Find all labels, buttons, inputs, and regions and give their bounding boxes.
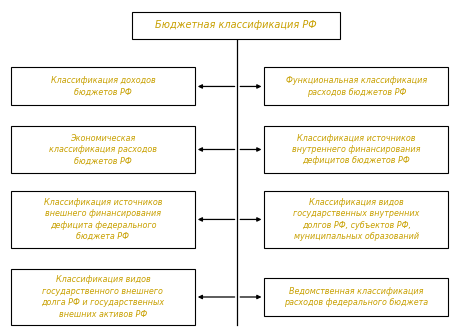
FancyBboxPatch shape: [11, 269, 195, 325]
FancyBboxPatch shape: [11, 125, 195, 174]
Text: Классификация источников
внутреннего финансирования
дефицитов бюджетов РФ: Классификация источников внутреннего фин…: [292, 134, 421, 165]
Text: Бюджетная классификация РФ: Бюджетная классификация РФ: [155, 20, 317, 30]
FancyBboxPatch shape: [132, 12, 340, 39]
Text: Ведомственная классификация
расходов федерального бюджета: Ведомственная классификация расходов фед…: [284, 287, 429, 307]
Text: Классификация видов
государственного внешнего
долга РФ и государственных
внешних: Классификация видов государственного вне…: [42, 275, 164, 319]
Text: Классификация видов
государственных внутренних
долгов РФ, субъектов РФ,
муниципа: Классификация видов государственных внут…: [293, 198, 420, 241]
Text: Экономическая
классификация расходов
бюджетов РФ: Экономическая классификация расходов бюд…: [49, 134, 157, 165]
Text: Классификация доходов
бюджетов РФ: Классификация доходов бюджетов РФ: [51, 76, 155, 97]
FancyBboxPatch shape: [11, 191, 195, 248]
Text: Классификация источников
внешнего финансирования
дефицита федерального
бюджета Р: Классификация источников внешнего финанс…: [43, 198, 162, 241]
FancyBboxPatch shape: [11, 68, 195, 106]
FancyBboxPatch shape: [264, 191, 448, 248]
FancyBboxPatch shape: [264, 278, 448, 316]
Text: Функциональная классификация
расходов бюджетов РФ: Функциональная классификация расходов бю…: [286, 76, 427, 97]
FancyBboxPatch shape: [264, 68, 448, 106]
FancyBboxPatch shape: [264, 125, 448, 174]
